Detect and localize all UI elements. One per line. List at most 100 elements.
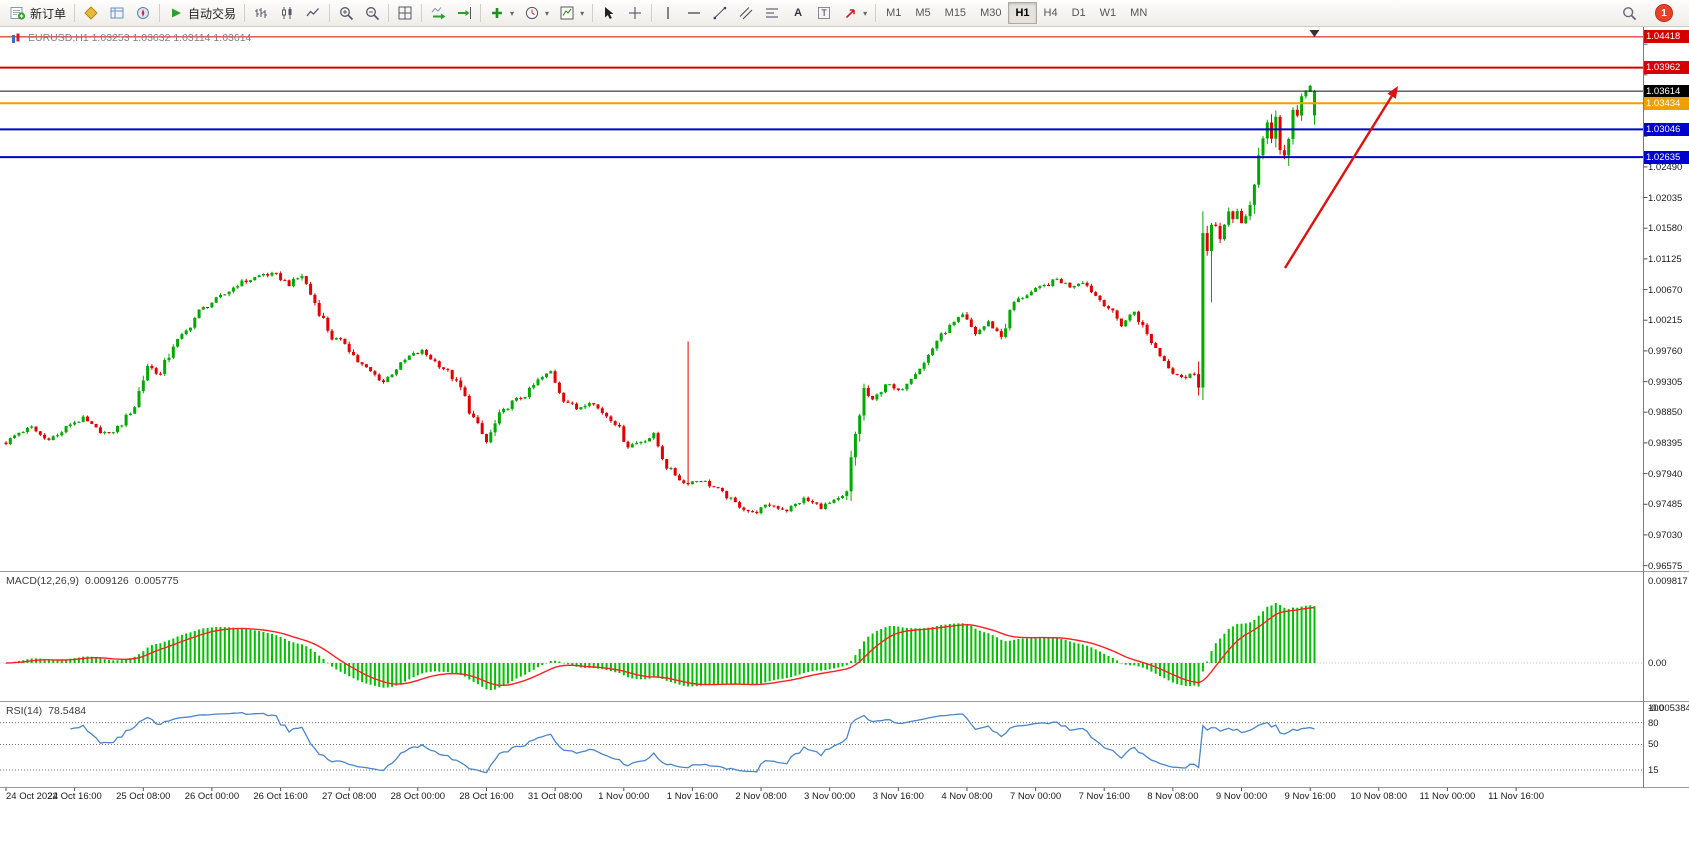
indicators-button[interactable]: ▾	[484, 1, 519, 25]
channel-icon	[738, 5, 754, 21]
symbol-icon	[8, 30, 24, 46]
timeframe-m30-button[interactable]: M30	[973, 2, 1008, 24]
chevron-down-icon: ▾	[863, 8, 868, 18]
chart-shift-icon	[456, 5, 472, 21]
cursor-icon	[601, 5, 617, 21]
auto-scroll-icon	[430, 5, 446, 21]
market-watch-button[interactable]	[78, 1, 104, 25]
timeframe-m30-button-label: M30	[980, 7, 1002, 19]
notifications-button[interactable]: 1	[1650, 1, 1678, 25]
new-order-icon	[10, 5, 26, 21]
timeframe-h1-button[interactable]: H1	[1008, 2, 1037, 24]
macd-axis-label: 0.009817	[1648, 575, 1688, 587]
price-axis-tick: 0.99305	[1648, 376, 1683, 388]
macd-main-value: 0.009126	[84, 575, 129, 587]
zoom-in-button[interactable]	[333, 1, 359, 25]
timeframe-w1-button[interactable]: W1	[1093, 2, 1124, 24]
price-axis-tick: 1.01125	[1648, 253, 1682, 265]
fibonacci-icon	[764, 5, 780, 21]
time-axis-label: 26 Oct 16:00	[253, 791, 308, 802]
chart-shift-marker[interactable]	[1309, 30, 1320, 37]
vertical-line-icon	[660, 5, 676, 21]
templates-button[interactable]: ▾	[554, 1, 589, 25]
line-chart-icon	[305, 5, 321, 21]
candles	[4, 84, 1316, 515]
macd-histogram	[5, 603, 1316, 691]
text-label-button[interactable]: T	[811, 1, 837, 25]
price-axis-tick: 1.00215	[1648, 315, 1683, 327]
price-axis-tick: 0.98850	[1648, 407, 1683, 419]
time-axis-label: 28 Oct 00:00	[390, 791, 446, 802]
chart-area[interactable]: EURUSD,H1 1.03253 1.03632 1.03114 1.0361…	[0, 27, 1689, 868]
time-axis-label: 3 Nov 16:00	[872, 791, 924, 802]
arrows-button[interactable]: ▾	[837, 1, 872, 25]
timeframe-w1-button-label: W1	[1099, 7, 1117, 19]
price-axis-tick: 0.97485	[1648, 499, 1683, 511]
timeframe-mn-button-label: MN	[1130, 7, 1148, 19]
bar-chart-button[interactable]	[248, 1, 274, 25]
new-order-button[interactable]: 新订单	[5, 1, 71, 25]
rsi-axis-label: 80	[1648, 717, 1659, 729]
time-axis-label: 1 Nov 00:00	[598, 791, 650, 802]
toolbar-separator	[159, 4, 161, 22]
vertical-line-button[interactable]	[655, 1, 681, 25]
timeframe-h4-button[interactable]: H4	[1037, 2, 1065, 24]
toolbar-separator	[74, 4, 76, 22]
price-marker: 1.03046	[1644, 122, 1689, 136]
crosshair-button[interactable]	[622, 1, 648, 25]
timeframe-m15-button-label: M15	[944, 7, 967, 19]
price-axis-tick: 1.00670	[1648, 284, 1683, 296]
rsi-name: RSI(14)	[6, 705, 43, 717]
horizontal-line-button[interactable]	[681, 1, 707, 25]
timeframe-m15-button[interactable]: M15	[938, 2, 973, 24]
data-window-button[interactable]	[104, 1, 130, 25]
time-axis-label: 1 Nov 16:00	[666, 791, 719, 802]
timeframe-d1-button[interactable]: D1	[1065, 2, 1093, 24]
trend-arrow-object[interactable]	[1283, 86, 1398, 269]
rsi-line	[70, 711, 1315, 774]
rsi-label: RSI(14) 78.5484	[6, 705, 92, 717]
macd-signal-line	[5, 606, 1315, 686]
timeframe-m5-button[interactable]: M5	[908, 2, 937, 24]
market-watch-icon	[83, 5, 99, 21]
price-axis-tick: 0.99760	[1648, 345, 1683, 357]
zoom-out-button[interactable]	[359, 1, 385, 25]
time-axis-label: 3 Nov 00:00	[804, 791, 856, 802]
time-axis-label: 11 Nov 16:00	[1488, 791, 1544, 802]
tile-windows-icon	[397, 5, 413, 21]
trendline-button[interactable]	[707, 1, 733, 25]
timeframe-mn-button[interactable]: MN	[1123, 2, 1154, 24]
navigator-button[interactable]	[130, 1, 156, 25]
candlestick-chart-button[interactable]	[274, 1, 300, 25]
line-chart-button[interactable]	[300, 1, 326, 25]
time-axis-label: 4 Nov 08:00	[941, 791, 993, 802]
time-axis-label: 31 Oct 08:00	[527, 791, 583, 802]
toolbar-right: 1	[1616, 1, 1684, 25]
toolbar-separator	[480, 4, 482, 22]
notification-badge: 1	[1655, 4, 1673, 22]
search-button[interactable]	[1616, 1, 1642, 25]
time-axis-label: 11 Nov 00:00	[1419, 791, 1476, 802]
time-axis-label: 10 Nov 08:00	[1350, 791, 1408, 802]
cursor-button[interactable]	[596, 1, 622, 25]
fibonacci-button[interactable]	[759, 1, 785, 25]
periods-button[interactable]: ▾	[519, 1, 554, 25]
rsi-axis-label: 100	[1648, 703, 1664, 714]
time-axis-label: 7 Nov 16:00	[1078, 791, 1130, 802]
macd-axis-label: 0.00	[1648, 658, 1667, 669]
channel-button[interactable]	[733, 1, 759, 25]
chevron-down-icon: ▾	[580, 8, 585, 18]
chart-title-text: EURUSD,H1 1.03253 1.03632 1.03114 1.0361…	[28, 32, 252, 44]
tile-windows-button[interactable]	[392, 1, 418, 25]
chart-shift-button[interactable]	[451, 1, 477, 25]
toolbar-separator	[592, 4, 594, 22]
price-marker: 1.02635	[1644, 150, 1689, 164]
autotrading-button[interactable]: 自动交易	[163, 1, 241, 25]
time-axis-label: 25 Oct 08:00	[116, 791, 171, 802]
autotrading-button-label: 自动交易	[188, 6, 237, 21]
text-button[interactable]: A	[785, 1, 811, 25]
auto-scroll-button[interactable]	[425, 1, 451, 25]
new-order-button-label: 新订单	[30, 6, 67, 21]
timeframe-m1-button[interactable]: M1	[879, 2, 908, 24]
chart-canvas[interactable]	[0, 27, 1689, 868]
